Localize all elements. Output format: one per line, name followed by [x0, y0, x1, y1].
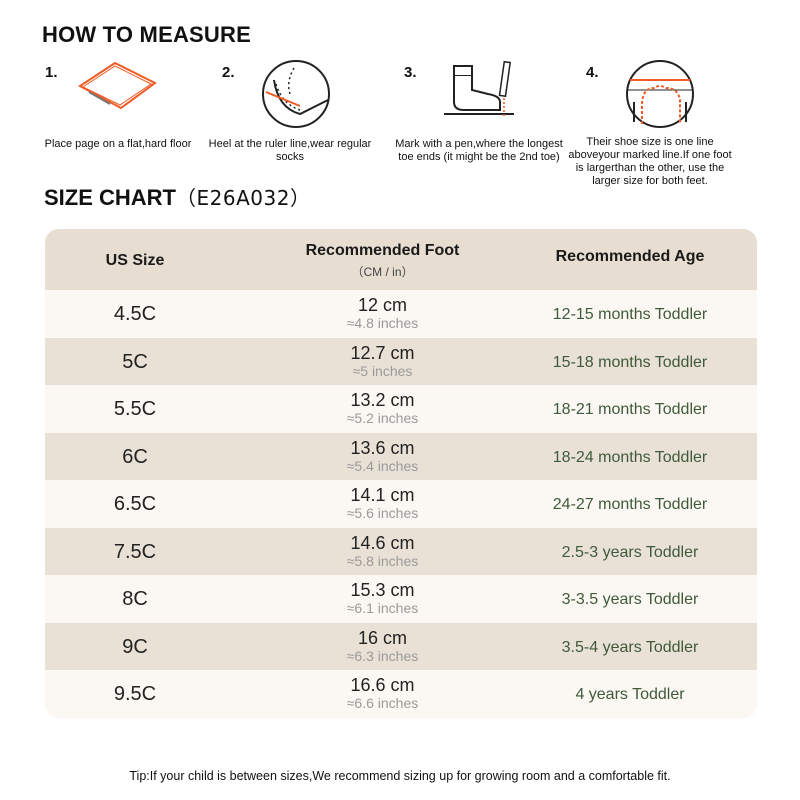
foot-length-cell: 13.2 cm ≈5.2 inches: [245, 390, 520, 426]
age-cell: 4 years Toddler: [575, 686, 685, 703]
sizing-tip: Tip:If your child is between sizes,We re…: [129, 769, 671, 783]
sock-foot-pen-icon: [444, 60, 514, 118]
step-number: 1.: [45, 64, 58, 81]
paper-on-floor-icon: [78, 61, 157, 110]
us-size-cell: 4.5C: [113, 303, 157, 325]
table-row: 4.5C 12 cm ≈4.8 inches 12-15 months Toddler: [45, 290, 757, 338]
foot-cm: 15.3 cm: [350, 580, 415, 600]
foot-length-cell: 12.7 cm ≈5 inches: [245, 343, 520, 379]
table-row: 6C 13.6 cm ≈5.4 inches 18-24 months Toddler: [45, 432, 757, 480]
table-row: 6.5C 14.1 cm ≈5.6 inches 24-27 months Toddl…: [45, 480, 757, 528]
size-chart-table: US Size Recommended Foot （CM / in） Recom…: [45, 229, 757, 718]
product-code: （E26A032）: [176, 186, 311, 210]
us-size-cell: 6C: [122, 445, 148, 468]
step-text: Heel at the ruler line,wear regular sock…: [208, 138, 372, 163]
foot-inches: ≈6.1 inches: [346, 600, 419, 616]
us-size-cell: 9C: [122, 635, 148, 658]
age-cell: 24-27 months Toddler: [552, 496, 708, 513]
us-size-cell: 6.5C: [113, 493, 157, 515]
foot-inches: ≈6.3 inches: [346, 647, 419, 664]
table-row: 7.5C 14.6 cm ≈5.8 inches 2.5-3 years Toddle…: [45, 527, 757, 575]
foot-length-cell: 14.1 cm ≈5.6 inches: [245, 485, 520, 521]
foot-cm: 12 cm: [357, 295, 408, 315]
heel-at-line-icon: [262, 60, 330, 128]
age-cell: 18-24 months Toddler: [552, 448, 708, 466]
size-chart-title: SIZE CHART（E26A032）: [44, 182, 310, 211]
us-size-cell: 5.5C: [113, 398, 157, 420]
age-cell: 12-15 months Toddler: [552, 306, 708, 323]
step-text: Their shoe size is one line aboveyour ma…: [568, 136, 732, 187]
how-to-measure-title: HOW TO MEASURE: [42, 22, 251, 47]
foot-inches: ≈5 inches: [352, 362, 413, 379]
foot-inches: ≈5.4 inches: [346, 457, 419, 474]
foot-cm: 12.7 cm: [350, 342, 415, 363]
table-row: 5C 12.7 cm ≈5 inches 15-18 months Toddler: [45, 337, 757, 385]
table-header: US Size Recommended Foot （CM / in） Recom…: [45, 229, 757, 290]
header-recommended-age: Recommended Age: [555, 248, 705, 265]
foot-length-cell: 15.3 cm ≈6.1 inches: [245, 580, 520, 616]
age-cell: 18-21 months Toddler: [552, 401, 708, 418]
foot-inches: ≈6.6 inches: [346, 695, 419, 711]
step-number: 4.: [586, 64, 599, 81]
table-row: 5.5C 13.2 cm ≈5.2 inches 18-21 months Toddl…: [45, 385, 757, 433]
step-text: Mark with a pen,where the longest toe en…: [395, 138, 563, 163]
foot-cm: 13.2 cm: [350, 390, 415, 410]
foot-cm: 13.6 cm: [350, 437, 415, 458]
foot-length-cell: 12 cm ≈4.8 inches: [245, 295, 520, 331]
toe-mark-icon: [626, 60, 694, 128]
foot-cm: 14.6 cm: [350, 532, 415, 553]
age-cell: 3-3.5 years Toddler: [561, 591, 699, 608]
table-row: 8C 15.3 cm ≈6.1 inches 3-3.5 years Toddler: [45, 575, 757, 623]
header-recommended-foot: Recommended Foot （CM / in）: [245, 242, 520, 280]
foot-length-cell: 14.6 cm ≈5.8 inches: [245, 533, 520, 569]
table-row: 9C 16 cm ≈6.3 inches 3.5-4 years Toddler: [45, 622, 757, 670]
foot-length-cell: 16.6 cm ≈6.6 inches: [245, 675, 520, 711]
header-us-size: US Size: [105, 252, 165, 269]
age-cell: 2.5-3 years Toddler: [561, 543, 699, 561]
foot-length-cell: 16 cm ≈6.3 inches: [245, 628, 520, 664]
foot-cm: 14.1 cm: [350, 485, 415, 505]
foot-inches: ≈5.8 inches: [346, 552, 419, 569]
foot-inches: ≈5.6 inches: [346, 505, 419, 521]
header-foot-units: （CM / in）: [351, 265, 414, 279]
foot-inches: ≈4.8 inches: [346, 315, 419, 331]
foot-length-cell: 13.6 cm ≈5.4 inches: [245, 438, 520, 474]
table-row: 9.5C 16.6 cm ≈6.6 inches 4 years Toddler: [45, 670, 757, 718]
us-size-cell: 8C: [122, 588, 148, 610]
us-size-cell: 7.5C: [113, 540, 157, 563]
foot-inches: ≈5.2 inches: [346, 410, 419, 426]
foot-cm: 16.6 cm: [350, 675, 415, 695]
step-text: Place page on a flat,hard floor: [44, 138, 192, 150]
us-size-cell: 9.5C: [113, 683, 157, 705]
foot-cm: 16 cm: [357, 627, 408, 648]
age-cell: 3.5-4 years Toddler: [561, 638, 699, 656]
step-number: 3.: [404, 64, 417, 81]
age-cell: 15-18 months Toddler: [552, 353, 708, 371]
size-chart-label: SIZE CHART: [44, 185, 176, 210]
header-foot-label: Recommended Foot: [305, 242, 460, 259]
step-number: 2.: [222, 64, 235, 81]
table-body: 4.5C 12 cm ≈4.8 inches 12-15 months Toddler…: [45, 290, 757, 718]
us-size-cell: 5C: [122, 350, 148, 373]
